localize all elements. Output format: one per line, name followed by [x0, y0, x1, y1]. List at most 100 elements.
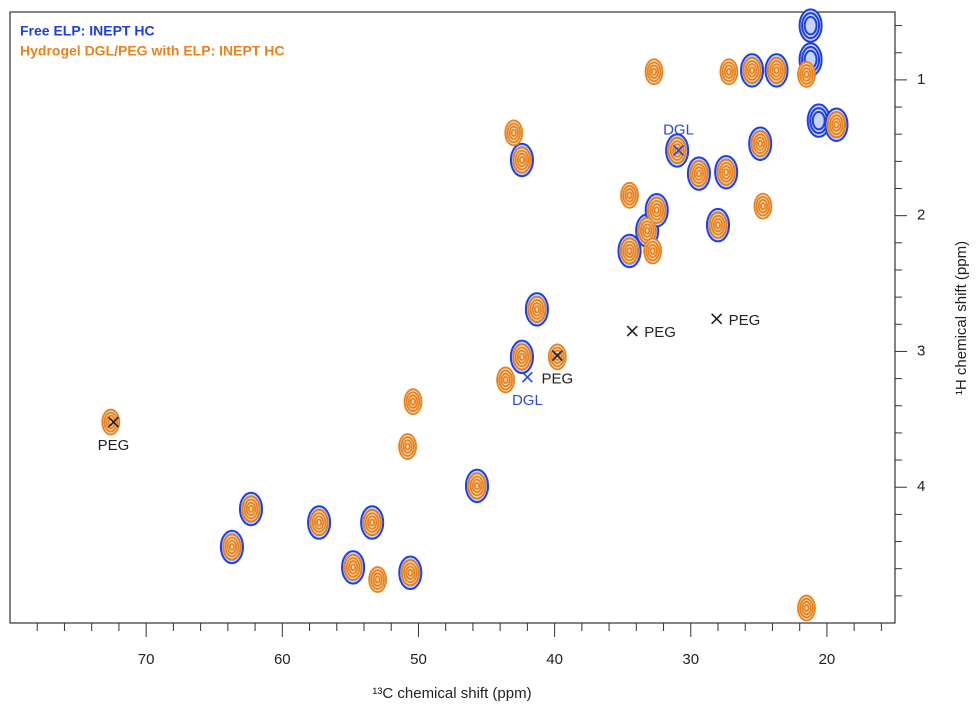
- contour-ring: [718, 161, 734, 183]
- contour-ring: [374, 575, 381, 584]
- contour-ring: [755, 195, 771, 217]
- contour-ring: [650, 67, 658, 76]
- contour-ring: [364, 512, 380, 533]
- peak: [400, 559, 420, 587]
- annotation-label: PEG: [98, 437, 130, 454]
- contour-ring: [757, 199, 769, 214]
- contour-ring: [833, 120, 840, 129]
- contour-ring: [405, 565, 416, 580]
- contour-ring: [529, 299, 545, 320]
- contour-ring: [531, 302, 543, 317]
- contour-ring: [773, 66, 780, 75]
- x-tick-label: 60: [274, 651, 291, 668]
- contour-ring: [369, 518, 376, 527]
- contour-ring: [803, 70, 810, 79]
- plot-frame: [9, 11, 896, 624]
- x-tick-label: 70: [138, 651, 155, 668]
- x-axis-label: ¹³C chemical shift (ppm): [372, 685, 531, 702]
- contour-ring: [516, 349, 528, 365]
- contour-ring: [648, 64, 660, 79]
- contour-ring: [370, 569, 385, 590]
- contour-ring: [622, 185, 637, 206]
- contour-ring: [801, 600, 812, 616]
- peak: [647, 196, 667, 224]
- annotation-cross: [521, 371, 533, 383]
- peak: [362, 509, 382, 536]
- annotation-cross: [672, 144, 685, 157]
- y-axis-label: ¹H chemical shift (ppm): [953, 241, 970, 395]
- contour-ring: [345, 557, 361, 578]
- peak: [719, 58, 739, 86]
- y-tick-label: 1: [917, 71, 925, 88]
- peak: [101, 408, 121, 436]
- contour-ring: [473, 481, 481, 490]
- contour-ring: [226, 539, 238, 555]
- annotation-label: PEG: [729, 312, 761, 329]
- annotation-cross: [107, 416, 120, 428]
- contour-ring: [714, 221, 722, 230]
- annotation-label: PEG: [541, 370, 573, 387]
- contour-ring: [723, 168, 730, 177]
- peak: [742, 56, 762, 84]
- contour-ring: [518, 155, 525, 165]
- peak: [403, 388, 423, 416]
- peak: [620, 181, 639, 209]
- contour-ring: [647, 243, 658, 259]
- annotation-cross: [711, 313, 723, 325]
- contour-ring: [831, 117, 842, 132]
- contour-ring: [516, 152, 528, 168]
- contour-ring: [771, 63, 782, 78]
- peak: [716, 158, 736, 186]
- contour-ring: [103, 411, 119, 433]
- contour-ring: [755, 136, 766, 151]
- peak: [547, 343, 567, 371]
- contour-ring: [500, 372, 511, 388]
- contour-ring: [646, 61, 662, 83]
- contour-ring: [407, 394, 419, 409]
- y-tick-label: 4: [917, 478, 925, 495]
- contour-ring: [746, 63, 758, 78]
- peak: [467, 472, 487, 500]
- peak: [798, 8, 823, 43]
- contour-ring: [224, 536, 240, 558]
- contour-ring: [649, 199, 665, 221]
- contour-ring: [469, 475, 485, 497]
- contour-ring: [691, 163, 707, 184]
- contour-ring: [514, 149, 530, 171]
- contour-ring: [400, 436, 415, 457]
- contour-ring: [404, 442, 411, 451]
- contour-ring: [350, 563, 357, 572]
- contour-ring: [518, 352, 525, 361]
- contour-ring: [752, 133, 768, 154]
- contour-ring: [803, 15, 818, 36]
- contour-ring: [803, 604, 810, 613]
- contour-ring: [801, 67, 812, 82]
- contour-ring: [622, 240, 637, 262]
- contour-ring: [811, 110, 826, 131]
- peak: [750, 130, 770, 158]
- peak: [797, 61, 816, 88]
- contour-ring: [693, 166, 705, 181]
- peak: [797, 594, 816, 622]
- peak: [504, 119, 524, 147]
- contour-ring: [642, 223, 653, 238]
- contour-ring: [744, 60, 760, 81]
- contour-ring: [367, 515, 378, 530]
- annotation-cross: [626, 325, 638, 337]
- contour-ring: [757, 139, 764, 148]
- contour-ring: [799, 597, 814, 619]
- peak: [368, 566, 388, 593]
- contour-ring: [624, 243, 635, 259]
- x-tick-label: 40: [546, 651, 563, 668]
- contour-ring: [624, 188, 635, 203]
- peak: [512, 146, 532, 174]
- contour-ring: [409, 397, 417, 406]
- annotation-cross: [551, 349, 563, 362]
- contour-ring: [829, 114, 844, 135]
- contour-ring: [801, 12, 821, 40]
- peak: [708, 211, 728, 239]
- peak: [827, 111, 846, 139]
- peak: [496, 366, 516, 394]
- y-tick-label: 3: [917, 342, 925, 359]
